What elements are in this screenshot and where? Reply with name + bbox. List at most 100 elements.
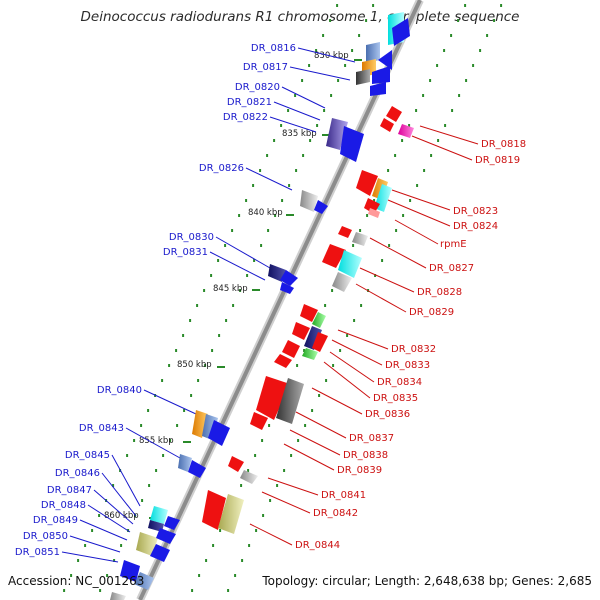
gene-block [398,124,414,138]
tick-dot [205,559,208,562]
gene-label[interactable]: DR_0847 [47,485,92,496]
tick-dot [274,214,277,217]
gene-block [366,42,380,63]
gene-block [326,118,348,150]
tick-dot [388,244,391,247]
kbp-label: 845 kbp [213,284,248,294]
gene-label[interactable]: DR_0829 [409,307,454,318]
tick-dot [387,169,390,172]
tick-dot [252,184,255,187]
tick-dot [437,139,440,142]
gene-label[interactable]: DR_0824 [453,221,498,232]
gene-arrow [250,412,268,430]
tick-dot [302,154,305,157]
tick-dot [254,454,257,457]
tick-dot [465,79,468,82]
kbp-label: 860 kbp [104,511,139,521]
gene-label[interactable]: DR_0835 [373,393,418,404]
gene-label[interactable]: DR_0817 [243,62,288,73]
tick-dot [241,559,244,562]
tick-dot [77,559,80,562]
gene-label[interactable]: DR_0823 [453,206,498,217]
tick-dot [322,34,325,37]
gene-label[interactable]: DR_0843 [79,423,124,434]
gene-label[interactable]: DR_0816 [251,43,296,54]
topology-label: Topology: [262,574,319,588]
tick-dot [183,409,186,412]
tick-dot [261,439,264,442]
tick-dot [234,574,237,577]
tick-dot [353,319,356,322]
tick-dot [366,214,369,217]
gene-label[interactable]: DR_0818 [481,139,526,150]
tick-dot [479,49,482,52]
tick-dot [457,19,460,22]
tick-dot [287,109,290,112]
gene-arrow [292,322,310,340]
gene-label[interactable]: DR_0828 [417,287,462,298]
gene-label[interactable]: DR_0839 [337,465,382,476]
gene-label[interactable]: DR_0844 [295,540,340,551]
tick-dot [472,64,475,67]
tick-dot [70,574,73,577]
tick-dot [304,424,307,427]
gene-block [352,232,368,246]
tick-dot [240,484,243,487]
tick-dot [325,379,328,382]
gene-label[interactable]: DR_0842 [313,508,358,519]
gene-label[interactable]: DR_0833 [385,360,430,371]
topology-value: circular [322,574,367,588]
tick-dot [337,79,340,82]
gene-label[interactable]: DR_0849 [33,515,78,526]
tick-dot [394,154,397,157]
gene-label[interactable]: DR_0834 [377,377,422,388]
gene-label[interactable]: DR_0826 [199,163,244,174]
tick-dot [113,559,116,562]
tick-dot [401,139,404,142]
gene-label[interactable]: DR_0845 [65,450,110,461]
tick-dot [315,49,318,52]
gene-label[interactable]: DR_0820 [235,82,280,93]
gene-label[interactable]: DR_0850 [23,531,68,542]
gene-label[interactable]: DR_0841 [321,490,366,501]
gene-label[interactable]: DR_0831 [163,247,208,258]
gene-label[interactable]: DR_0846 [55,468,100,479]
tick-dot [268,424,271,427]
gene-block [276,378,304,424]
gene-label[interactable]: DR_0822 [223,112,268,123]
gene-label[interactable]: DR_0821 [227,97,272,108]
tick-dot [330,94,333,97]
tick-dot [416,184,419,187]
gene-label[interactable]: DR_0838 [343,450,388,461]
gene-label[interactable]: DR_0840 [97,385,142,396]
tick-dot [373,199,376,202]
gene-label[interactable]: DR_0832 [391,344,436,355]
kbp-label: 840 kbp [248,208,283,218]
gene-label[interactable]: DR_0827 [429,263,474,274]
tick-dot [162,454,165,457]
gene-label[interactable]: DR_0837 [349,433,394,444]
tick-dot [63,589,66,592]
tick-dot [360,304,363,307]
chromosome-backbone [136,0,424,600]
gene-label[interactable]: rpmE [440,239,467,250]
gene-label[interactable]: DR_0819 [475,155,520,166]
tick-dot [141,499,144,502]
tick-dot [332,364,335,367]
tick-dot [126,454,129,457]
gene-arrow [378,50,392,70]
tick-dot [365,19,368,22]
gene-block [178,454,192,472]
gene-arrow [322,244,346,268]
gene-arrow [150,544,170,562]
gene-label[interactable]: DR_0851 [15,547,60,558]
gene-label[interactable]: DR_0848 [41,500,86,511]
tick-dot [409,199,412,202]
gene-label[interactable]: DR_0830 [169,232,214,243]
tick-dot [339,349,342,352]
tick-dot [301,79,304,82]
gene-label[interactable]: DR_0836 [365,409,410,420]
gene-arrow [356,170,378,196]
tick-dot [486,34,489,37]
